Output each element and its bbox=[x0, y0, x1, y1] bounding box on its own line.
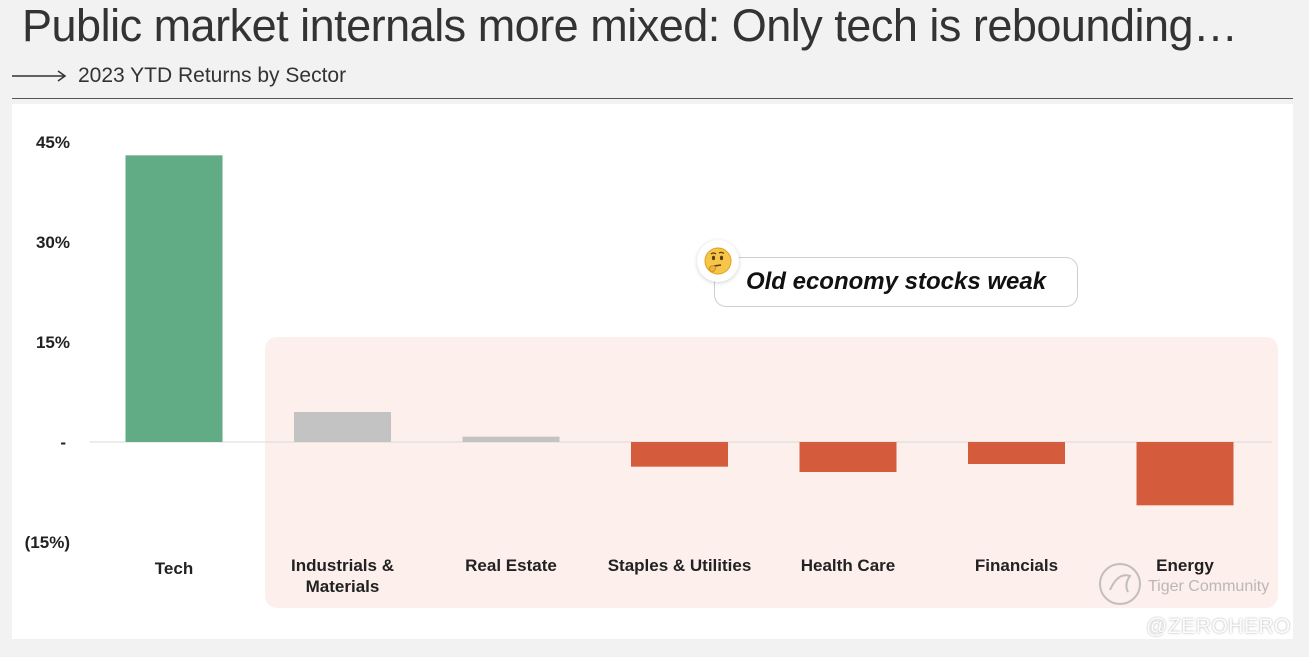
bar-real-estate bbox=[462, 436, 560, 442]
category-label: Industrials & Materials bbox=[291, 556, 394, 596]
category-label: Financials bbox=[975, 556, 1058, 575]
bar-industrials-materials bbox=[294, 412, 391, 442]
category-label: Tech bbox=[155, 559, 193, 578]
y-tick-label: 30% bbox=[36, 233, 70, 252]
arrow-right-icon bbox=[12, 69, 68, 83]
category-label: Staples & Utilities bbox=[608, 556, 752, 575]
tiger-logo-icon bbox=[1098, 562, 1142, 611]
old-economy-highlight bbox=[265, 337, 1278, 608]
watermark-community-text: Tiger Community bbox=[1148, 577, 1270, 595]
y-tick-label: 45% bbox=[36, 133, 70, 152]
category-label: Real Estate bbox=[465, 556, 557, 575]
chart-subtitle-row: 2023 YTD Returns by Sector bbox=[12, 64, 346, 88]
category-label: Energy bbox=[1156, 556, 1214, 575]
bar-financials bbox=[968, 442, 1065, 464]
bar-tech bbox=[125, 155, 223, 443]
watermark-community: Tiger Community bbox=[1098, 562, 1269, 611]
callout-text: Old economy stocks weak bbox=[745, 268, 1047, 295]
y-tick-label: - bbox=[60, 433, 66, 452]
bar-energy bbox=[1136, 442, 1234, 506]
y-tick-label: 15% bbox=[36, 333, 70, 352]
bar-staples-utilities bbox=[631, 442, 728, 467]
thinking-face-icon bbox=[697, 240, 739, 282]
header-divider bbox=[12, 98, 1293, 99]
watermark-user: @ZEROHERO bbox=[1146, 615, 1291, 638]
category-label: Health Care bbox=[801, 556, 895, 575]
callout-box: Old economy stocks weak bbox=[714, 257, 1078, 307]
bar-health-care bbox=[799, 442, 897, 472]
chart-subtitle: 2023 YTD Returns by Sector bbox=[78, 64, 347, 87]
y-tick-label: (15%) bbox=[25, 533, 70, 552]
page-title: Public market internals more mixed: Only… bbox=[22, 0, 1238, 51]
